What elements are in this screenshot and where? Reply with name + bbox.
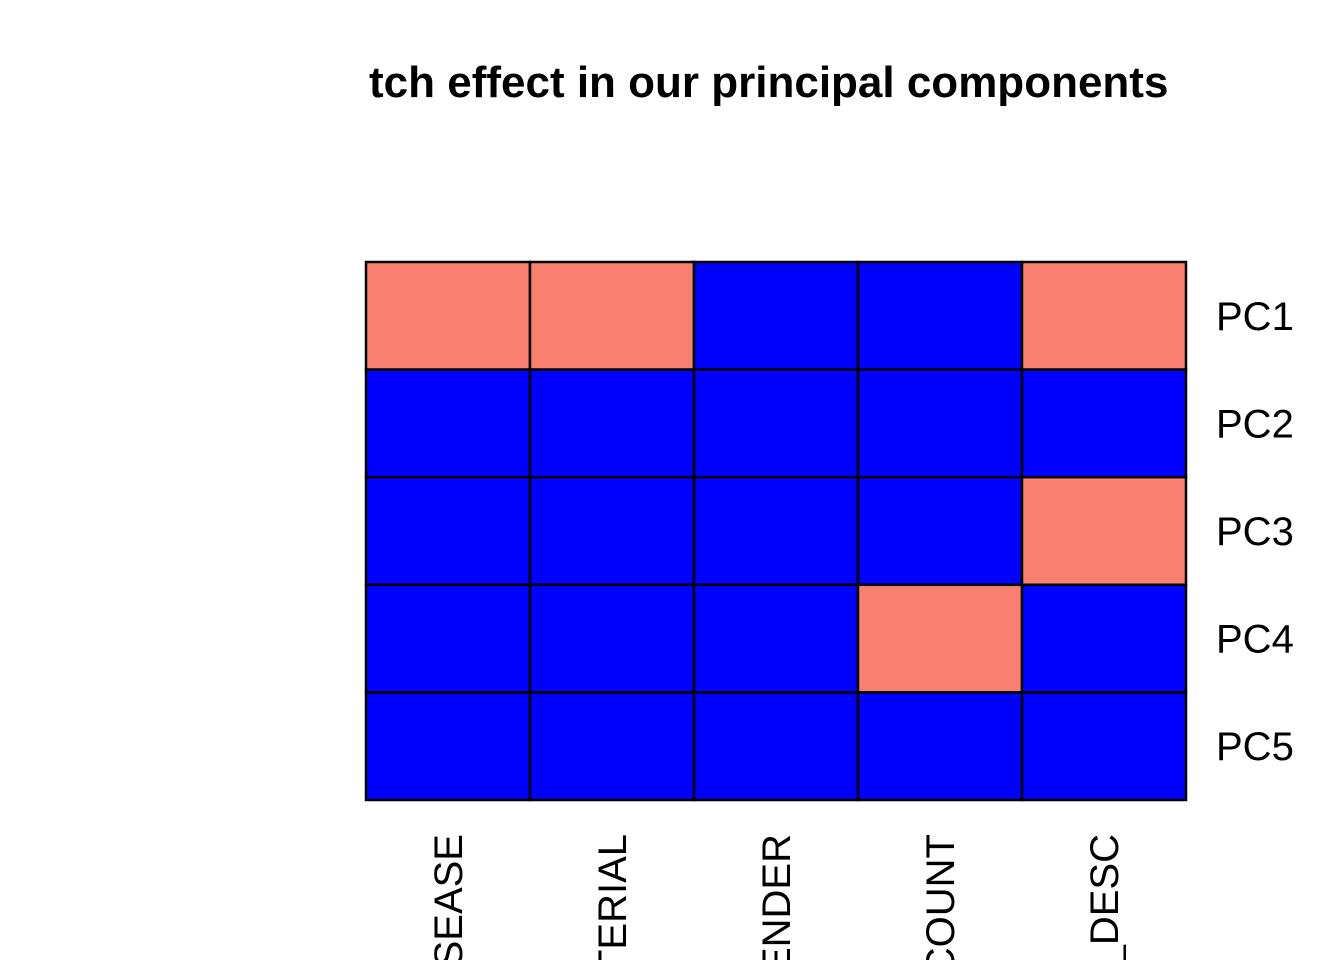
row-label: PC3 <box>1216 510 1294 554</box>
heatmap-cell <box>364 583 532 694</box>
row-label: PC5 <box>1216 725 1294 769</box>
heatmap-cell <box>856 583 1024 694</box>
heatmap-cell <box>856 691 1024 802</box>
column-label: COUNT <box>919 834 963 960</box>
heatmap-cell <box>528 368 696 479</box>
column-label: SEASE <box>427 834 471 960</box>
heatmap-cell <box>1020 368 1188 479</box>
heatmap-cells <box>364 260 1188 802</box>
column-label: TERIAL <box>591 834 635 960</box>
heatmap-cell <box>1020 583 1188 694</box>
heatmap-cell <box>528 583 696 694</box>
heatmap-cell <box>1020 260 1188 371</box>
heatmap-cell <box>692 475 860 587</box>
heatmap-cell <box>692 368 860 479</box>
chart-title: tch effect in our principal components <box>369 58 1168 107</box>
heatmap-cell <box>364 475 532 587</box>
heatmap-cell <box>1020 475 1188 587</box>
heatmap-cell <box>856 475 1024 587</box>
heatmap-cell <box>528 475 696 587</box>
heatmap-cell <box>692 691 860 802</box>
heatmap-cell <box>692 583 860 694</box>
heatmap-cell <box>856 260 1024 371</box>
heatmap-cell <box>692 260 860 371</box>
heatmap-cell <box>1020 691 1188 802</box>
heatmap-cell <box>528 691 696 802</box>
heatmap-cell <box>364 368 532 479</box>
heatmap-cell <box>364 691 532 802</box>
column-labels: SEASE TERIAL ENDER COUNT _DESC <box>427 834 1127 960</box>
column-label: _DESC <box>1083 834 1127 960</box>
heatmap-cell <box>364 260 532 371</box>
column-label: ENDER <box>755 834 799 960</box>
heatmap-cell <box>528 260 696 371</box>
row-label: PC1 <box>1216 295 1294 339</box>
heatmap-cell <box>856 368 1024 479</box>
row-labels: PC1 PC2 PC3 PC4 PC5 <box>1216 295 1294 769</box>
row-label: PC4 <box>1216 618 1294 662</box>
row-label: PC2 <box>1216 402 1294 446</box>
